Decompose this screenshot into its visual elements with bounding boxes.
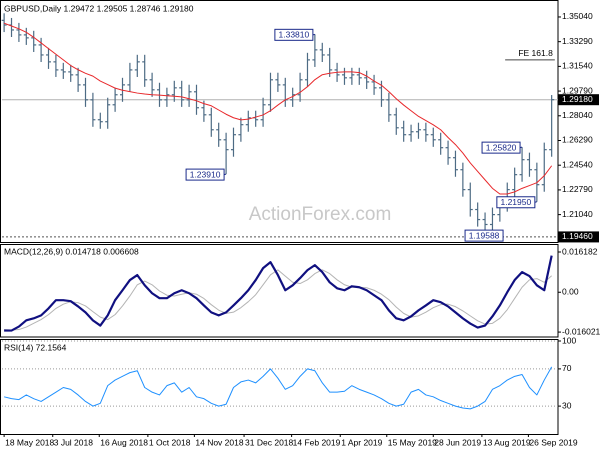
y-tick-label: 1.33290 [562,36,593,46]
annotation-box [274,28,314,41]
annotation-label: 1.25820 [486,142,517,152]
y-tick-label: 1.21040 [562,209,593,219]
x-tick-label: 31 Dec 2018 [245,437,293,447]
x-tick-label: 26 Sep 2019 [529,437,577,447]
moving-average [3,22,553,195]
x-tick-label: 13 Aug 2019 [483,437,531,447]
x-tick-label: 14 Feb 2019 [293,437,341,447]
y-tick-label: 1.24540 [562,159,593,169]
price-line-box [558,94,599,106]
y-tick-label: 1.26290 [562,135,593,145]
x-tick-label: 15 May 2019 [388,437,437,447]
level-line-label: 1.19460 [562,231,593,241]
annotation-label: 1.33810 [279,30,310,40]
y-tick-label: 1.31540 [562,61,593,71]
price-line-label: 1.29180 [562,94,593,104]
panel-title: GBPUSD,Daily 1.29472 1.29505 1.28746 1.2… [4,3,194,13]
y-tick-label: 1.28040 [562,110,593,120]
annotation-box [464,229,504,242]
annotation-box [481,141,521,154]
level-line-box [558,231,599,243]
signal-line [4,269,552,331]
rsi-line [3,366,553,410]
y-tick-label: 1.35040 [562,11,593,21]
annotation-box [496,196,536,209]
x-tick-label: 1 Oct 2018 [149,437,191,447]
annotation-box [185,168,225,181]
y-tick-label: 30 [562,400,572,410]
x-tick-label: 14 Nov 2018 [195,437,243,447]
price-panel-frame [0,0,559,243]
y-tick-label: 100 [562,335,576,345]
watermark: ActionForex.com [249,204,392,225]
x-tick-label: 3 Jul 2018 [54,437,93,447]
x-tick-label: 16 Aug 2018 [100,437,148,447]
panel-title: RSI(14) 72.1564 [4,342,67,352]
macd-panel-frame [0,244,559,338]
rsi-panel-frame [0,339,559,435]
y-tick-label: 0.00 [562,286,579,296]
x-tick-label: 28 Jun 2019 [434,437,481,447]
panel-title: MACD(12,26,9) 0.014718 0.006608 [4,246,139,256]
y-tick-label: -0.016021 [562,326,600,336]
macd-line [4,255,553,332]
annotation-label: 1.19588 [469,230,500,240]
fe-label: FE 161.8 [518,48,553,58]
y-tick-label: 1.29790 [562,85,593,95]
annotation-label: 1.21950 [500,197,531,207]
x-tick-label: 1 Apr 2019 [341,437,382,447]
y-tick-label: 0.016182 [562,246,598,256]
y-tick-label: 70 [562,363,572,373]
x-tick-label: 18 May 2018 [5,437,54,447]
y-tick-label: 1.22790 [562,184,593,194]
annotation-label: 1.23910 [190,169,221,179]
